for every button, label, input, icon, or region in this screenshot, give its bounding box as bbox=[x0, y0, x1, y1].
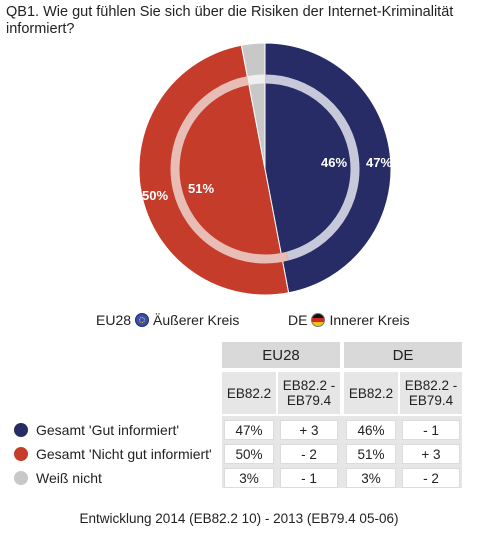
table-cell: + 3 bbox=[402, 444, 460, 464]
table-cell: - 2 bbox=[402, 468, 460, 488]
legend-eu-label: EU28 bbox=[96, 312, 132, 328]
table-cell: 46% bbox=[346, 420, 396, 440]
table-subheader-de-change: EB82.2 - EB79.4 bbox=[400, 372, 462, 414]
de-flag-icon bbox=[311, 313, 326, 327]
red-dot-icon bbox=[14, 447, 28, 461]
label-de-nicht-gut-informiert: 51% bbox=[188, 181, 214, 196]
table-subheader-de-current: EB82.2 bbox=[344, 372, 398, 414]
table-cell: 47% bbox=[224, 420, 274, 440]
chart-title: QB1. Wie gut fühlen Sie sich über die Ri… bbox=[6, 4, 466, 38]
inner-ring-gut-informiert bbox=[264, 74, 360, 261]
legend-eu: EU28 Äußerer Kreis bbox=[96, 312, 239, 328]
table-cell: - 1 bbox=[402, 420, 460, 440]
row-label-text: Weiß nicht bbox=[36, 470, 102, 486]
chart-legend: EU28 Äußerer Kreis DE Innerer Kreis bbox=[0, 312, 478, 332]
legend-eu-desc: Äußerer Kreis bbox=[153, 312, 240, 328]
table-cell: + 3 bbox=[280, 420, 338, 440]
table-row-label: Gesamt 'Gut informiert' bbox=[14, 420, 179, 440]
table-subheader-eu-current: EB82.2 bbox=[222, 372, 276, 414]
table-group-de: DE bbox=[344, 342, 462, 368]
legend-de-desc: Innerer Kreis bbox=[329, 312, 410, 328]
outer-slice-nicht-gut-informiert bbox=[138, 44, 290, 296]
outer-slice-gut-informiert bbox=[264, 42, 392, 294]
grey-dot-icon bbox=[14, 471, 28, 485]
donut-chart: 47% 50% 46% 51% bbox=[138, 42, 392, 296]
table-cell: 51% bbox=[346, 444, 396, 464]
label-de-gut-informiert: 46% bbox=[321, 155, 347, 170]
table-row-label: Weiß nicht bbox=[14, 468, 102, 488]
legend-de-label: DE bbox=[288, 312, 308, 328]
outer-slice-weiss-nicht bbox=[240, 42, 266, 170]
chart-footer: Entwicklung 2014 (EB82.2 10) - 2013 (EB7… bbox=[79, 511, 399, 526]
eu-flag-icon bbox=[135, 313, 150, 327]
table-group-eu28: EU28 bbox=[222, 342, 340, 368]
inner-ring-weiss-nicht bbox=[247, 74, 266, 86]
table-cell: 3% bbox=[346, 468, 396, 488]
title-line-2: informiert? bbox=[6, 21, 75, 37]
table-row-label: Gesamt 'Nicht gut informiert' bbox=[14, 444, 212, 464]
title-line-1: QB1. Wie gut fühlen Sie sich über die Ri… bbox=[6, 4, 454, 20]
row-label-text: Gesamt 'Nicht gut informiert' bbox=[36, 446, 212, 462]
row-label-text: Gesamt 'Gut informiert' bbox=[36, 422, 180, 438]
table-cell: - 1 bbox=[280, 468, 338, 488]
inner-ring-nicht-gut-informiert bbox=[170, 76, 289, 264]
legend-de: DE Innerer Kreis bbox=[288, 312, 410, 328]
table-subheader-eu-change: EB82.2 - EB79.4 bbox=[278, 372, 340, 414]
table-cell: - 2 bbox=[280, 444, 338, 464]
blue-dot-icon bbox=[14, 423, 28, 437]
label-eu28-gut-informiert: 47% bbox=[366, 155, 392, 170]
table-cell: 50% bbox=[224, 444, 274, 464]
table-cell: 3% bbox=[224, 468, 274, 488]
label-eu28-nicht-gut-informiert: 50% bbox=[142, 188, 168, 203]
